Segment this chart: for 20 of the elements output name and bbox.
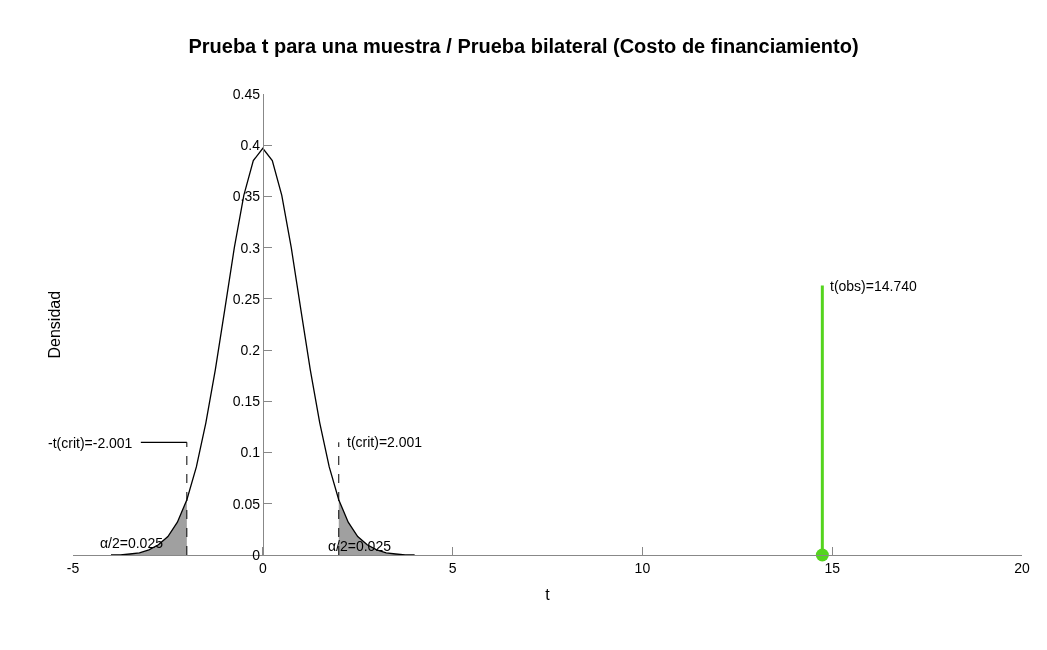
annotation: t(crit)=2.001 [347, 434, 423, 450]
x-axis-title: t [545, 586, 551, 604]
annotation: t(obs)=14.740 [830, 278, 917, 294]
x-tick-label: 20 [1014, 559, 1030, 576]
y-tick-label: 0.15 [232, 393, 261, 410]
y-tick-label: 0.05 [232, 495, 261, 512]
y-axis-title: Densidad [45, 290, 63, 359]
x-tick-label: 5 [448, 559, 457, 576]
y-tick-label: 0.45 [232, 85, 261, 102]
y-tick-label: 0.3 [240, 239, 261, 256]
y-tick-label: 0.4 [240, 137, 261, 154]
annotation: -t(crit)=-2.001 [48, 435, 133, 451]
x-tick-label: -5 [66, 559, 80, 576]
y-tick-label: 0.1 [240, 444, 261, 461]
x-tick-label: 10 [634, 559, 651, 576]
x-tick-label: 15 [824, 559, 841, 576]
chart-title: Prueba t para una muestra / Prueba bilateral (Costo de financiamiento) [188, 34, 859, 57]
y-tick-label: 0 [252, 546, 261, 563]
y-tick-label: 0.25 [232, 290, 261, 307]
y-tick-label: 0.2 [240, 342, 261, 359]
